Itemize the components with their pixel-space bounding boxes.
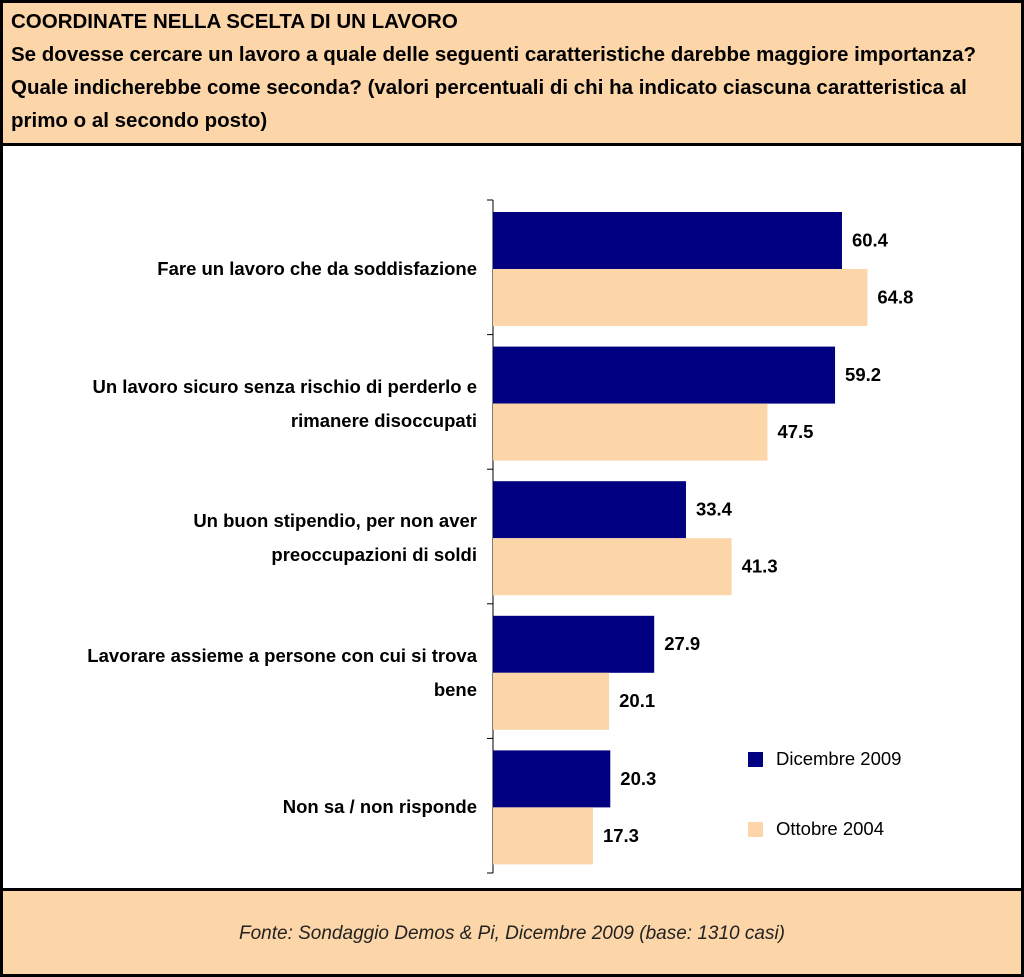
category-label: Lavorare assieme a persone con cui si tr… <box>87 644 477 700</box>
value-label: 41.3 <box>742 556 778 577</box>
legend-swatch <box>748 752 763 767</box>
bar <box>493 269 868 326</box>
value-label: 20.3 <box>620 768 656 789</box>
bar <box>493 807 593 865</box>
category-label: Un lavoro sicuro senza rischio di perder… <box>92 375 478 431</box>
legend-label: Dicembre 2009 <box>776 748 901 769</box>
value-label: 33.4 <box>696 499 733 520</box>
bar <box>493 403 768 461</box>
value-label: 27.9 <box>664 633 700 654</box>
value-label: 17.3 <box>603 825 639 846</box>
chart-title: COORDINATE NELLA SCELTA DI UN LAVORO <box>11 10 458 33</box>
source-note: Fonte: Sondaggio Demos & Pi, Dicembre 20… <box>238 923 786 944</box>
chart-subtitle: Se dovesse cercare un lavoro a quale del… <box>11 43 976 132</box>
legend-swatch <box>748 822 763 837</box>
bar <box>493 750 611 808</box>
category-label: Non sa / non risponde <box>282 796 477 818</box>
value-label: 20.1 <box>619 690 655 711</box>
bar <box>493 672 610 730</box>
bar <box>493 212 842 269</box>
value-label: 47.5 <box>777 421 813 442</box>
bar <box>493 481 686 539</box>
legend-label: Ottobre 2004 <box>776 818 884 839</box>
value-label: 60.4 <box>852 229 889 250</box>
bar <box>493 346 836 404</box>
category-label: Un buon stipendio, per non aver preoccup… <box>193 510 477 566</box>
chart: 60.4 64.8 59.2 47.5 33.4 41.3 27.9 20.1 20.3 17.3… <box>487 199 913 874</box>
value-label: 59.2 <box>845 364 881 385</box>
header: COORDINATE NELLA SCELTA DI UN LAVORO Se … <box>3 3 1021 146</box>
footer: Fonte: Sondaggio Demos & Pi, Dicembre 20… <box>3 888 1021 974</box>
category-label: Fare un lavoro che da soddisfazione <box>157 258 477 279</box>
bar <box>493 538 732 596</box>
value-label: 64.8 <box>877 286 913 307</box>
bar <box>493 615 655 673</box>
